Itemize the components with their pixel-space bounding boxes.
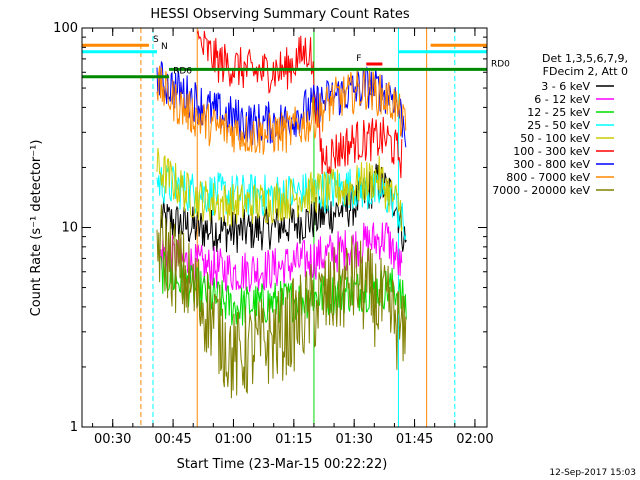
legend-label-5: 100 - 300 keV <box>513 145 590 158</box>
footer-date: 12-Sep-2017 15:03 <box>549 468 636 478</box>
legend-header-0: Det 1,3,5,6,7,9, <box>542 52 628 65</box>
series-line-4 <box>156 147 403 232</box>
plot-area: SN RD0 RD6 F <box>82 28 510 427</box>
y-tick-label-1: 10 <box>61 221 78 236</box>
legend-label-2: 12 - 25 keV <box>527 106 590 119</box>
x-tick-label-4: 01:30 <box>335 432 372 447</box>
x-tick-label-2: 01:00 <box>215 432 252 447</box>
x-axis-label: Start Time (23-Mar-15 00:22:22) <box>177 457 388 472</box>
y-axis-label: Count Rate (s⁻¹ detector⁻¹) <box>29 140 44 317</box>
x-tick-label-1: 00:45 <box>154 432 191 447</box>
legend-label-0: 3 - 6 keV <box>541 80 590 93</box>
legend-label-8: 7000 - 20000 keV <box>492 184 590 197</box>
flag-label-1: N <box>161 42 168 52</box>
legend-header-1: FDecim 2, Att 0 <box>543 65 628 78</box>
x-tick-label-5: 01:45 <box>396 432 433 447</box>
flag-label-3: RD6 <box>173 67 192 77</box>
legend-label-3: 25 - 50 keV <box>527 119 590 132</box>
flag-label-0: S <box>153 35 159 45</box>
x-tick-label-0: 00:30 <box>94 432 131 447</box>
axes: 00:30 00:45 01:00 01:15 01:30 01:45 02:00 1 10 10… <box>53 21 493 447</box>
y-tick-label-0: 1 <box>70 420 78 435</box>
chart-title: HESSI Observing Summary Count Rates <box>150 7 409 22</box>
y-tick-label-2: 100 <box>53 21 78 36</box>
series-line-7 <box>156 65 407 155</box>
legend-label-7: 800 - 7000 keV <box>506 171 590 184</box>
x-tick-label-6: 02:00 <box>456 432 493 447</box>
flag-label-4: F <box>356 54 361 64</box>
legend: Det 1,3,5,6,7,9,FDecim 2, Att 0 3 - 6 keV… <box>492 52 628 197</box>
series-line-1 <box>160 222 403 294</box>
series-line-5 <box>196 29 403 179</box>
series-line-8 <box>156 204 407 399</box>
flag-label-2: RD0 <box>491 59 510 69</box>
legend-label-6: 300 - 800 keV <box>513 158 590 171</box>
legend-label-1: 6 - 12 keV <box>534 93 590 106</box>
legend-label-4: 50 - 100 keV <box>520 132 590 145</box>
x-tick-label-3: 01:15 <box>275 432 312 447</box>
